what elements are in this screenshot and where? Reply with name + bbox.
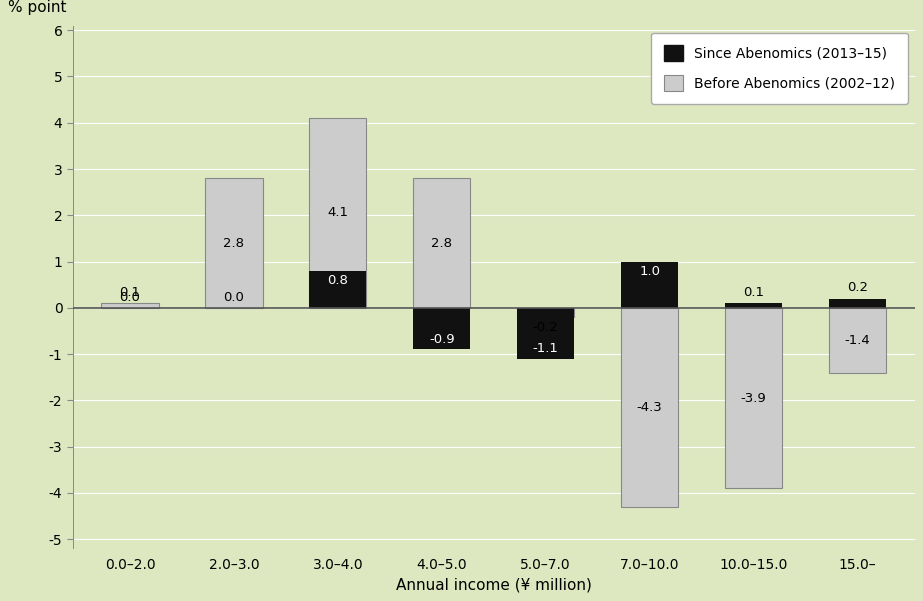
Bar	[517, 308, 574, 317]
Text: -1.1: -1.1	[533, 343, 558, 355]
Text: 0.1: 0.1	[119, 286, 140, 299]
Text: -4.3: -4.3	[637, 401, 663, 413]
Bar	[309, 271, 366, 308]
Legend: Since Abenomics (2013–15), Before Abenomics (2002–12): Since Abenomics (2013–15), Before Abenom…	[651, 32, 907, 103]
Bar	[829, 299, 886, 308]
Text: 0.0: 0.0	[223, 291, 245, 304]
Text: -0.2: -0.2	[533, 321, 558, 334]
Text: -1.4: -1.4	[845, 334, 870, 347]
Text: 0.0: 0.0	[120, 291, 140, 304]
Text: 1.0: 1.0	[639, 265, 660, 278]
Text: 2.8: 2.8	[431, 237, 452, 249]
Text: 0.8: 0.8	[328, 274, 348, 287]
Text: -3.9: -3.9	[740, 391, 766, 404]
Bar	[309, 118, 366, 308]
X-axis label: Annual income (¥ million): Annual income (¥ million)	[396, 578, 592, 593]
Bar	[725, 308, 782, 488]
Text: 2.8: 2.8	[223, 237, 245, 249]
Bar	[621, 261, 678, 308]
Text: 0.2: 0.2	[847, 281, 868, 294]
Text: -0.9: -0.9	[429, 333, 455, 346]
Bar	[102, 303, 159, 308]
Bar	[517, 308, 574, 359]
Y-axis label: % point: % point	[8, 0, 66, 15]
Text: 4.1: 4.1	[328, 207, 348, 219]
Text: 0.1: 0.1	[743, 286, 764, 299]
Bar	[414, 308, 471, 349]
Bar	[621, 308, 678, 507]
Bar	[414, 178, 471, 308]
Bar	[206, 178, 262, 308]
Bar	[829, 308, 886, 373]
Bar	[725, 303, 782, 308]
